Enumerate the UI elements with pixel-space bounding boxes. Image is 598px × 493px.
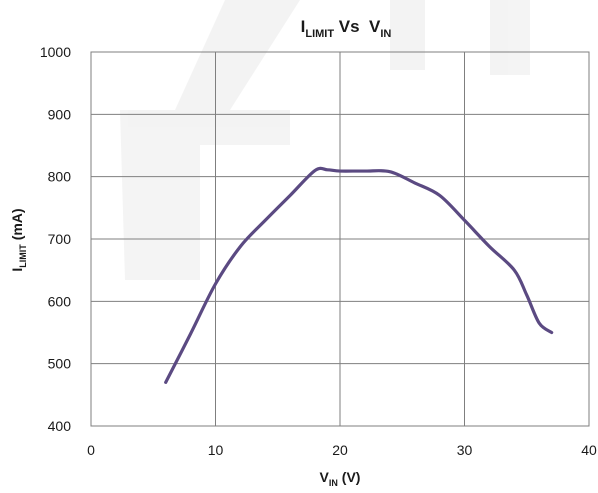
watermark [120, 0, 530, 280]
y-axis-title: ILIMIT (mA) [9, 208, 28, 271]
x-tick-label: 20 [332, 442, 348, 458]
chart-title: ILIMIT Vs VIN [301, 17, 392, 40]
y-tick-label: 700 [48, 231, 72, 247]
y-tick-label: 400 [48, 418, 72, 434]
x-tick-label: 10 [208, 442, 224, 458]
x-axis-title: VIN (V) [320, 469, 361, 488]
y-tick-label: 500 [48, 356, 72, 372]
y-tick-label: 600 [48, 293, 72, 309]
x-tick-label: 40 [581, 442, 597, 458]
x-tick-label: 30 [457, 442, 473, 458]
tick-labels: 0 10 20 30 40 400 500 600 700 800 900 1000 [40, 44, 597, 458]
gridlines [90, 51, 590, 427]
x-tick-label: 0 [87, 442, 95, 458]
series-layer [164, 166, 554, 384]
y-tick-label: 1000 [40, 44, 71, 60]
plot-frame [90, 51, 590, 427]
y-tick-label: 900 [48, 106, 72, 122]
y-tick-label: 800 [48, 169, 72, 185]
series-line [164, 166, 554, 384]
